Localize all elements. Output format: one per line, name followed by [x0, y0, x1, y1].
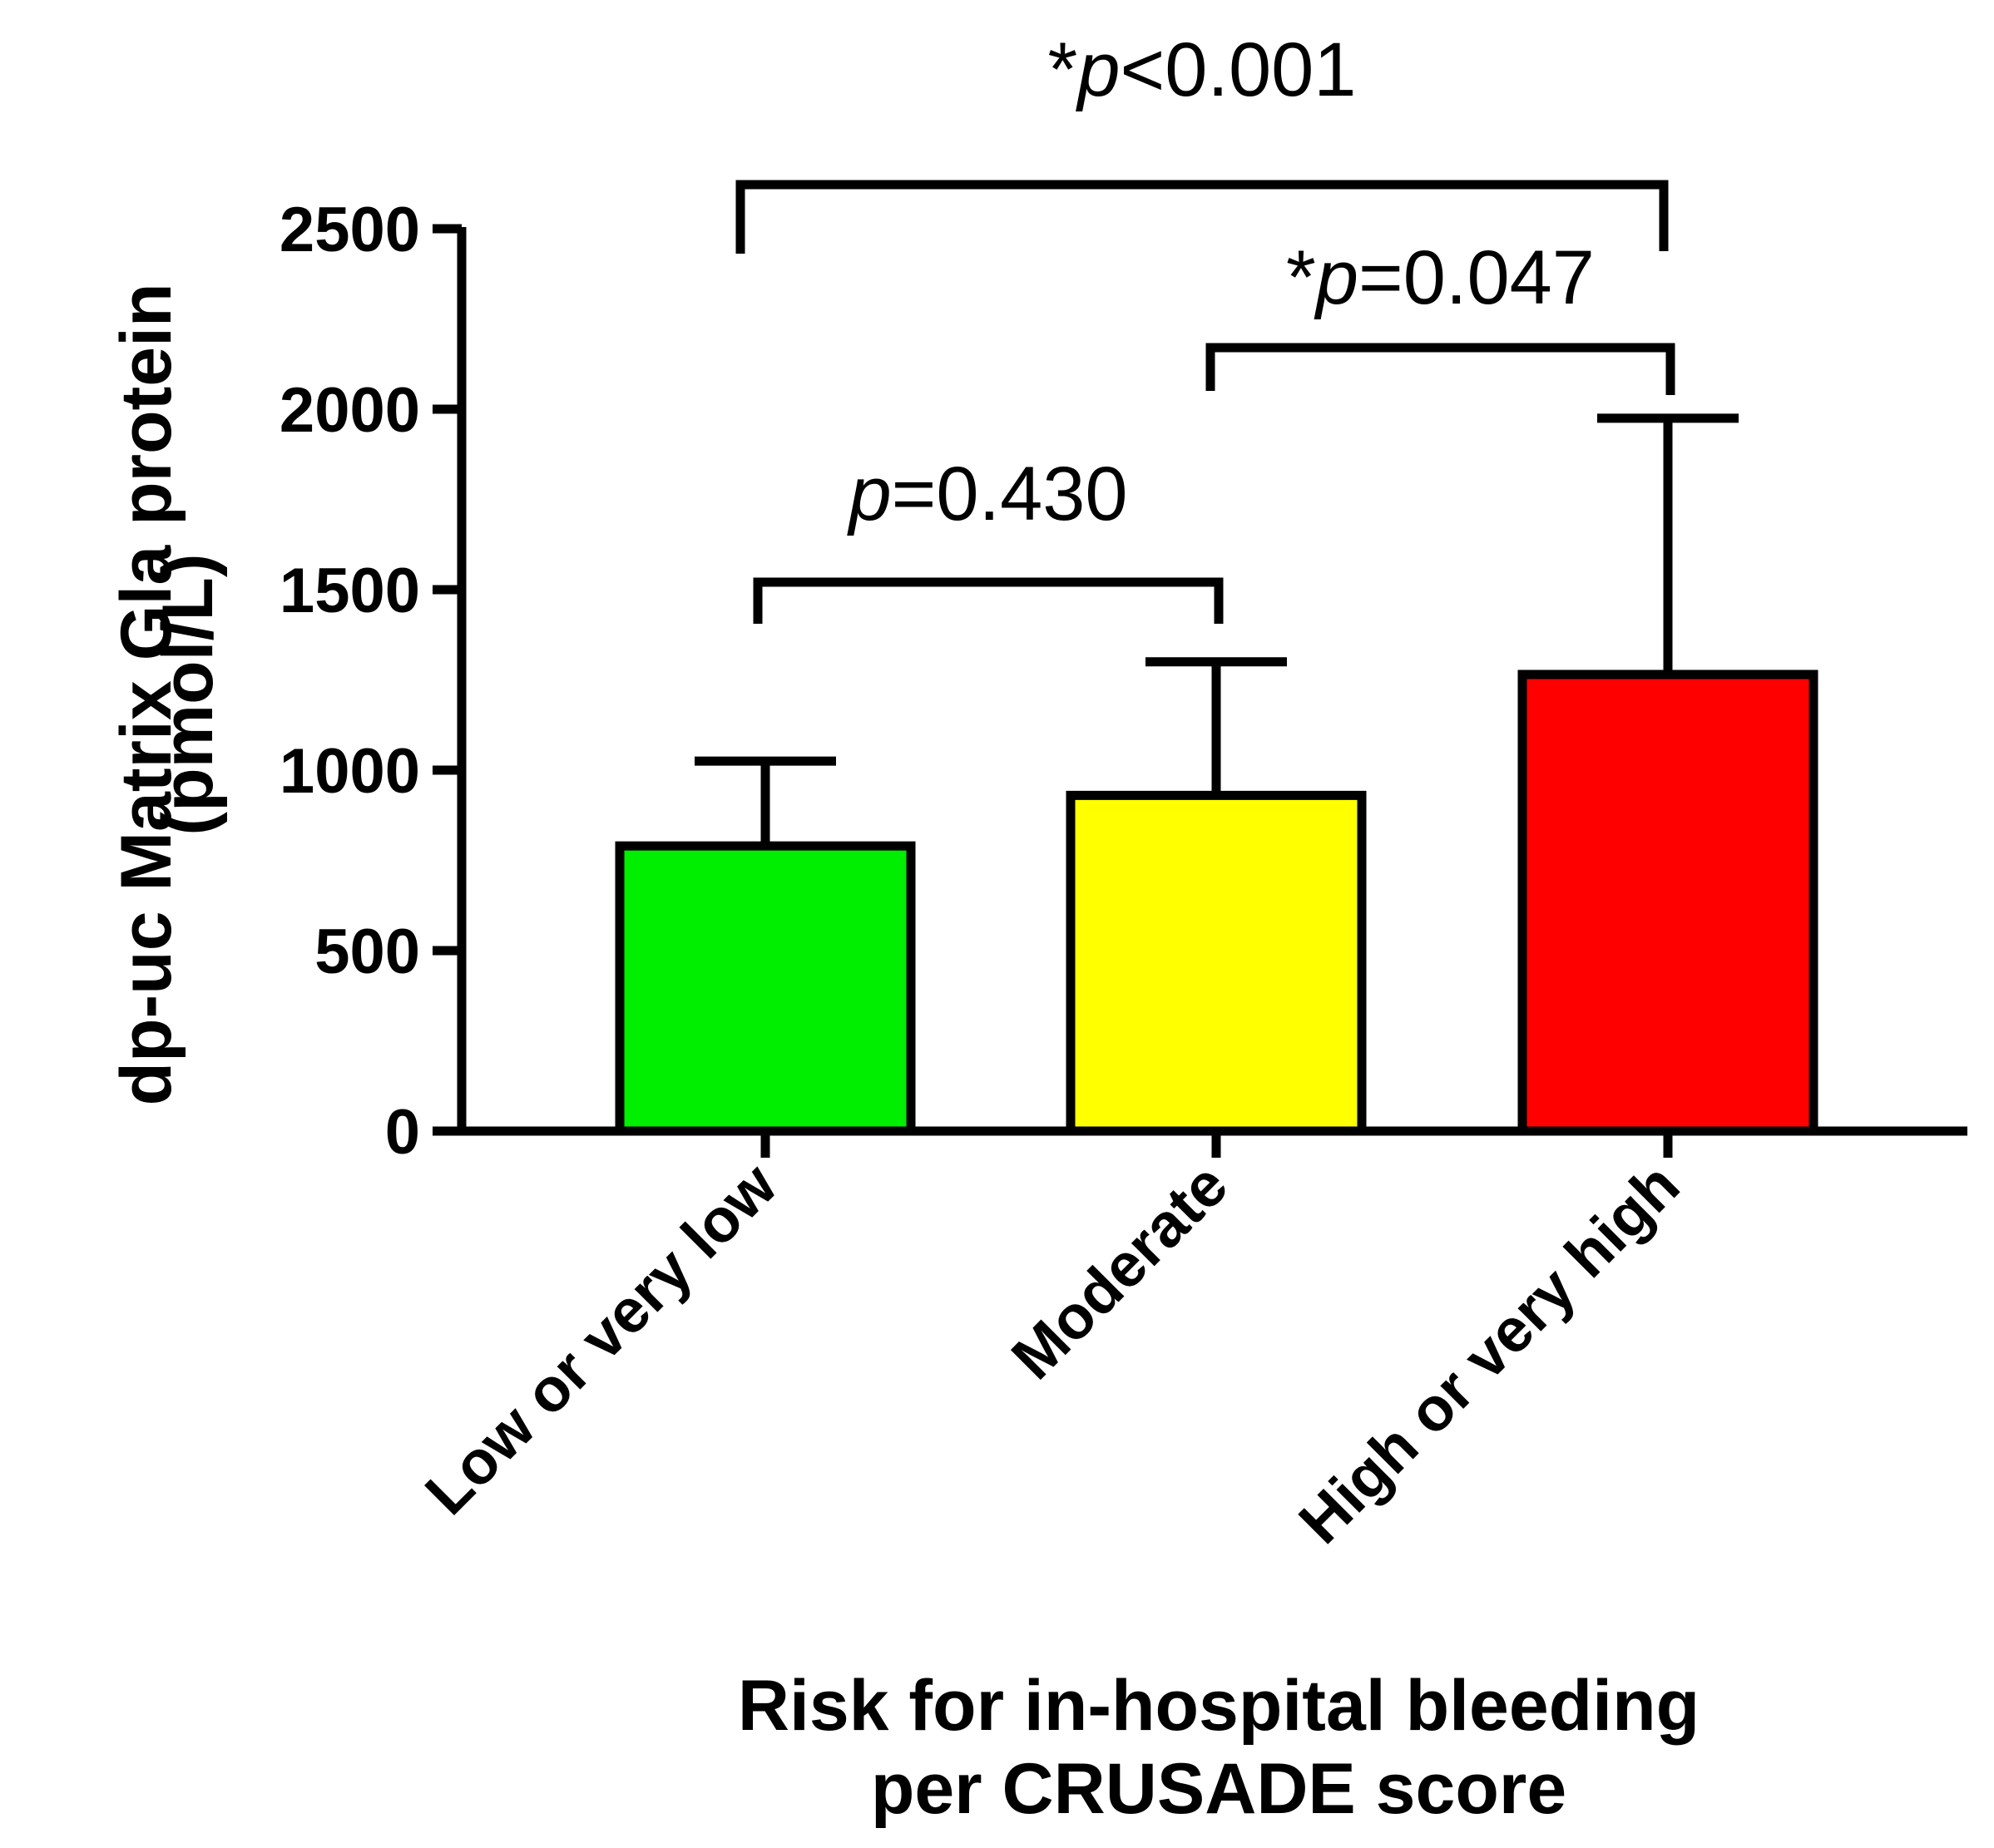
p-value-label: *p<0.001 — [1048, 27, 1357, 112]
significance-bracket — [753, 577, 1224, 624]
plot-area: 0 500 1000 1500 2000 2500 Low or very low Moder… — [280, 27, 1967, 1557]
x-axis-title-line-2: per CRUSADE score — [871, 1749, 1566, 1829]
y-tick-label: 2000 — [280, 375, 420, 446]
y-tick-label: 2500 — [280, 195, 420, 265]
bar — [615, 841, 916, 1136]
y-tick-label: 1500 — [280, 556, 420, 626]
bar — [1517, 670, 1818, 1136]
significance-bracket — [735, 180, 1669, 254]
p-value-label: *p=0.047 — [1286, 235, 1595, 320]
significance-bracket — [1205, 343, 1675, 395]
x-tick-label: High or very high — [1285, 1150, 1692, 1557]
y-axis-title-line-1: dp-uc Matrix Gla protein — [106, 283, 186, 1105]
y-tick-label: 0 — [385, 1097, 420, 1168]
bar — [1066, 790, 1367, 1136]
x-axis-title-line-1: Risk for in-hospital bleeding — [738, 1666, 1700, 1746]
p-value-label: p=0.430 — [846, 452, 1127, 536]
x-tick-label: Low or very low — [412, 1149, 789, 1527]
y-axis-title-line-2: (pmol/L) — [148, 553, 228, 835]
x-tick-label: Moderate — [998, 1150, 1240, 1392]
y-tick-label: 500 — [314, 917, 420, 987]
y-axis-title: dp-uc Matrix Gla protein (pmol/L) — [106, 283, 228, 1105]
y-tick-label: 1000 — [280, 736, 420, 807]
